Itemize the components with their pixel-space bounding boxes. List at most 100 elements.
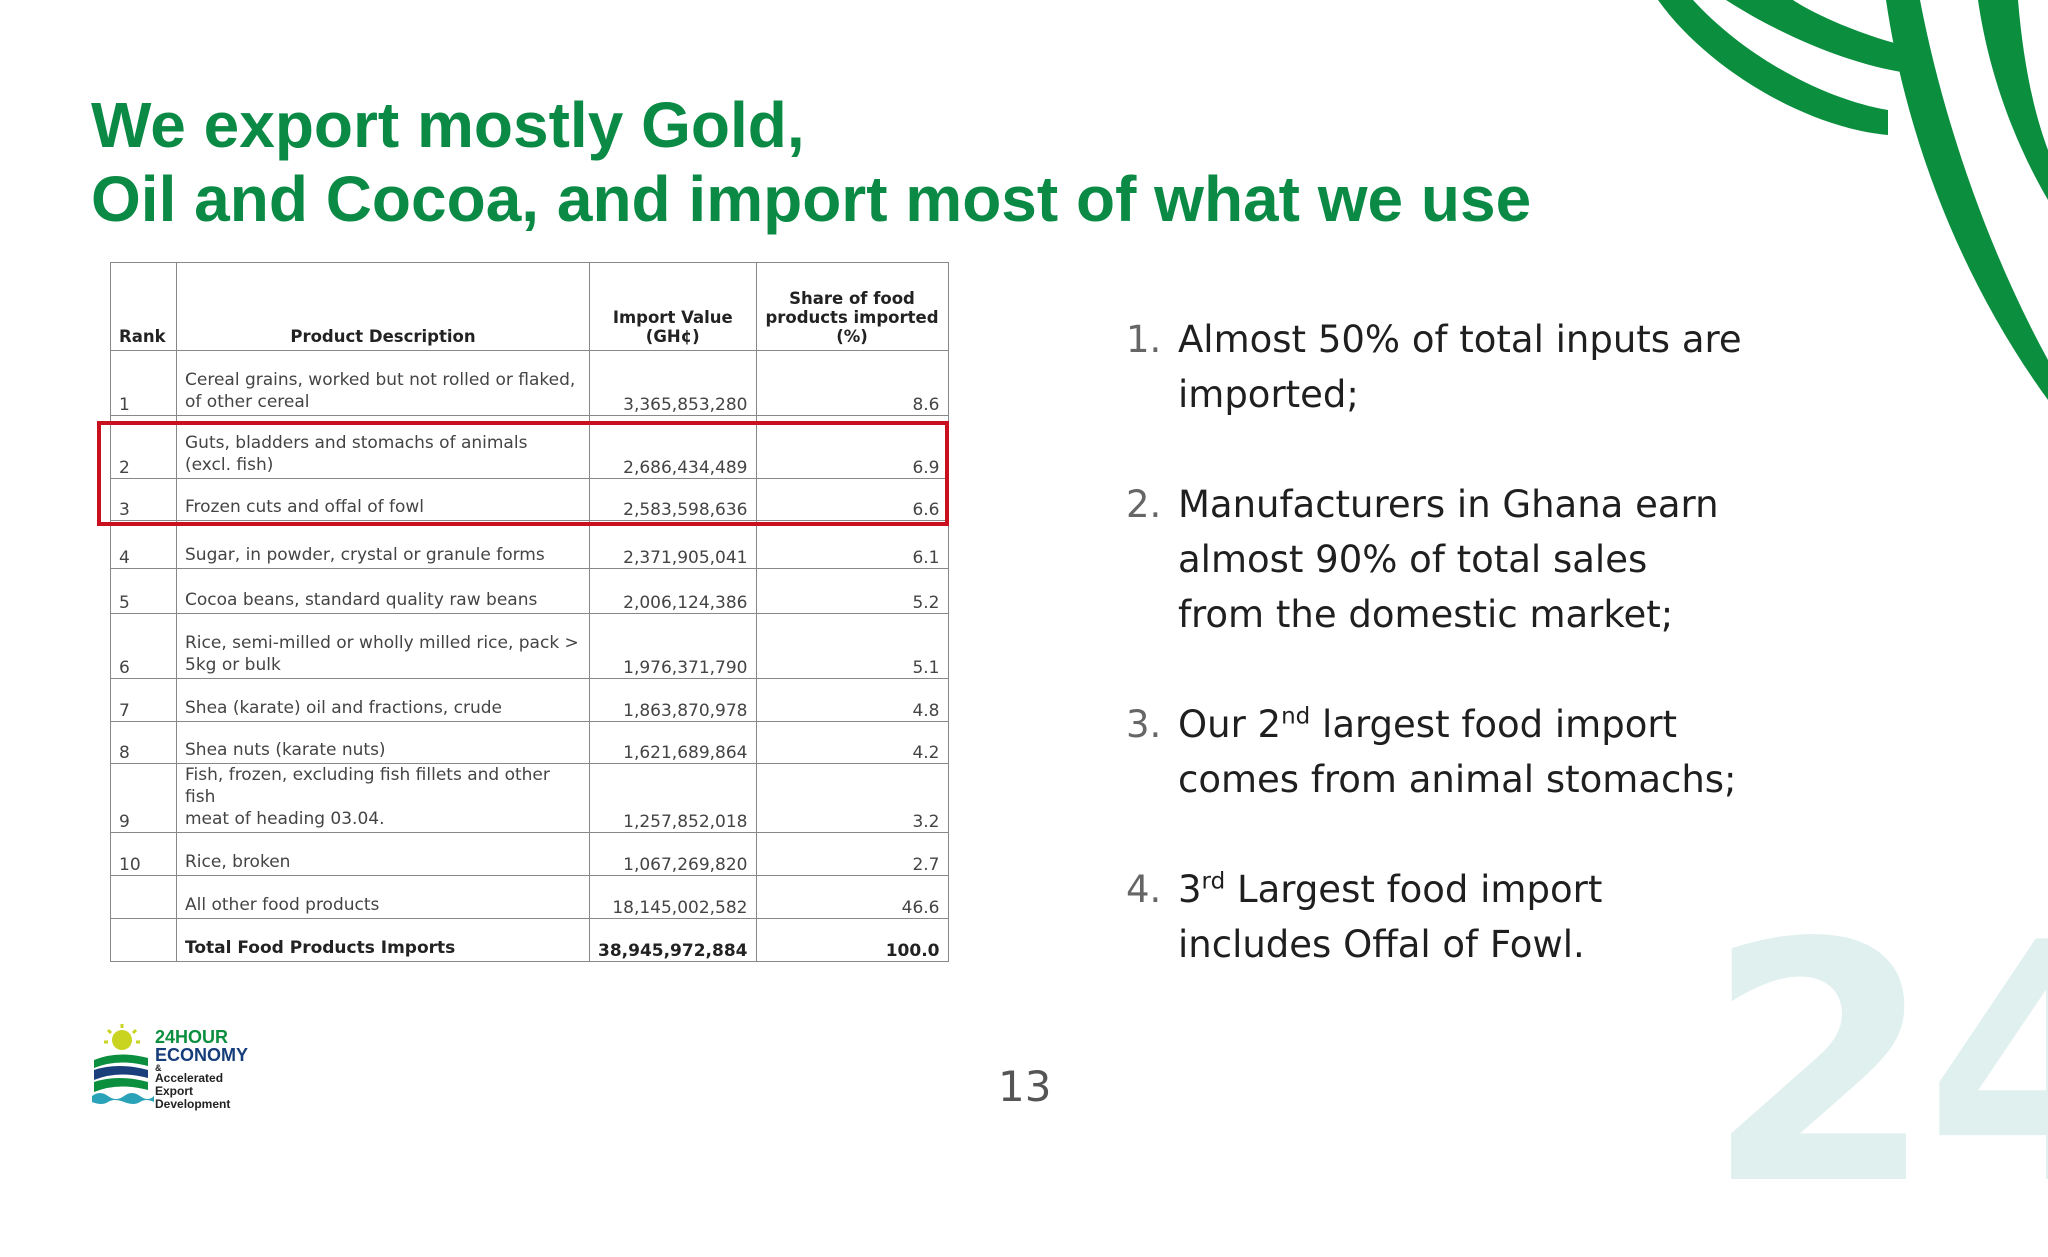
cell-product-description-line: Rice, semi-milled or wholly milled rice,… xyxy=(185,633,579,653)
header-import-value: Import Value (GH¢) xyxy=(589,262,757,351)
cell-import-value: 2,583,598,636 xyxy=(589,478,757,521)
header-share-line1: Share of food xyxy=(789,289,915,308)
cell-product-description-line: Fish, frozen, excluding fish fillets and… xyxy=(185,765,550,807)
table-row: 9 Fish, frozen, excluding fish fillets an… xyxy=(110,763,949,833)
page-title: We export mostly Gold, Oil and Cocoa, an… xyxy=(91,88,1531,236)
table-row: 8 Shea nuts (karate nuts) 1,621,689,864 4.2 xyxy=(110,721,949,764)
logo-line-3: & xyxy=(155,1063,162,1073)
cell-share: 2.7 xyxy=(755,832,949,876)
cell-share: 46.6 xyxy=(755,875,949,919)
food-imports-table: Rank Product Description Import Value (G… xyxy=(110,262,949,962)
cell-product-description-line: Shea (karate) oil and fractions, crude xyxy=(185,698,502,718)
cell-import-value: 1,067,269,820 xyxy=(589,832,757,876)
cell-product-description: All other food products xyxy=(176,875,590,919)
table-row: 3 Frozen cuts and offal of fowl 2,583,598,… xyxy=(110,478,949,521)
cell-import-value: 1,976,371,790 xyxy=(589,613,757,679)
cell-rank xyxy=(110,875,177,919)
cell-product-description: Rice, broken xyxy=(176,832,590,876)
cell-product-description-line: Cereal grains, worked but not rolled or … xyxy=(185,370,576,390)
cell-import-value: 2,006,124,386 xyxy=(589,568,757,614)
point-4-post: Largest food import xyxy=(1225,868,1603,911)
cell-product-description: Cereal grains, worked but not rolled or … xyxy=(176,350,590,416)
header-import-value-line1: Import Value xyxy=(612,308,733,327)
cell-share: 3.2 xyxy=(755,763,949,833)
cell-rank: 4 xyxy=(110,520,177,569)
cell-share: 4.8 xyxy=(755,678,949,722)
cell-share: 8.6 xyxy=(755,350,949,416)
cell-import-value: 18,145,002,582 xyxy=(589,875,757,919)
table-row: 5 Cocoa beans, standard quality raw beans… xyxy=(110,568,949,614)
point-3-line2: comes from animal stomachs; xyxy=(1178,758,1737,801)
cell-import-value: 1,621,689,864 xyxy=(589,721,757,764)
header-share-line2: products imported xyxy=(765,308,939,327)
point-1-line2: imported; xyxy=(1178,373,1359,416)
cell-rank: 5 xyxy=(110,568,177,614)
cell-product-description: Sugar, in powder, crystal or granule for… xyxy=(176,520,590,569)
cell-import-value: 1,257,852,018 xyxy=(589,763,757,833)
cell-import-value: 1,863,870,978 xyxy=(589,678,757,722)
cell-product-description-line: All other food products xyxy=(185,895,380,915)
header-share: Share of food products imported (%) xyxy=(755,262,949,351)
title-line-1: We export mostly Gold, xyxy=(91,89,805,161)
cell-import-value: 2,371,905,041 xyxy=(589,520,757,569)
cell-share: 100.0 xyxy=(755,918,949,962)
point-3: 3. Our 2nd largest food import comes fro… xyxy=(1126,697,1742,807)
table-row: 6 Rice, semi-milled or wholly milled rice… xyxy=(110,613,949,679)
cell-share: 4.2 xyxy=(755,721,949,764)
cell-product-description-line: Guts, bladders and stomachs of animals xyxy=(185,433,528,453)
cell-rank: 7 xyxy=(110,678,177,722)
point-3-sup: nd xyxy=(1281,703,1311,730)
point-4-sup: rd xyxy=(1201,868,1226,895)
cell-rank xyxy=(110,918,177,962)
point-1: 1. Almost 50% of total inputs are import… xyxy=(1126,312,1742,422)
cell-rank: 9 xyxy=(110,763,177,833)
cell-product-description-line: Rice, broken xyxy=(185,852,291,872)
point-2-number: 2. xyxy=(1126,483,1162,526)
cell-product-description-line: of other cereal xyxy=(185,392,310,412)
point-2-line3: from the domestic market; xyxy=(1178,593,1674,636)
watermark-24: 24 xyxy=(1705,873,2048,1257)
logo-line-6: Development xyxy=(155,1097,231,1111)
point-1-line1: Almost 50% of total inputs are xyxy=(1178,318,1742,361)
point-2-line2: almost 90% of total sales xyxy=(1178,538,1648,581)
cell-import-value: 3,365,853,280 xyxy=(589,350,757,416)
logo-line-1: 24HOUR xyxy=(155,1027,229,1047)
cell-rank: 1 xyxy=(110,350,177,416)
point-4-number: 4. xyxy=(1126,868,1162,911)
cell-share: 5.2 xyxy=(755,568,949,614)
cell-import-value: 38,945,972,884 xyxy=(589,918,757,962)
point-4-line2: includes Offal of Fowl. xyxy=(1178,923,1585,966)
point-4-pre: 3 xyxy=(1178,868,1202,911)
table-row: 1 Cereal grains, worked but not rolled or… xyxy=(110,350,949,416)
cell-product-description: Fish, frozen, excluding fish fillets and… xyxy=(176,763,590,833)
header-share-line3: (%) xyxy=(836,327,868,346)
table-row: All other food products 18,145,002,582 46.… xyxy=(110,875,949,919)
table-header-row: Rank Product Description Import Value (G… xyxy=(110,262,949,351)
cell-product-description-line: Sugar, in powder, crystal or granule for… xyxy=(185,545,545,565)
cell-product-description: Cocoa beans, standard quality raw beans xyxy=(176,568,590,614)
cell-product-description: Shea nuts (karate nuts) xyxy=(176,721,590,764)
table-row: Total Food Products Imports 38,945,972,88… xyxy=(110,918,949,962)
table-row: 4 Sugar, in powder, crystal or granule fo… xyxy=(110,520,949,569)
title-line-2: Oil and Cocoa, and import most of what w… xyxy=(91,163,1532,235)
cell-product-description: Rice, semi-milled or wholly milled rice,… xyxy=(176,613,590,679)
point-3-number: 3. xyxy=(1126,703,1162,746)
cell-product-description-line: meat of heading 03.04. xyxy=(185,809,385,829)
point-1-number: 1. xyxy=(1126,318,1162,361)
logo-line-4: Accelerated xyxy=(155,1071,224,1085)
highlight-box xyxy=(97,421,949,526)
point-3-pre: Our 2 xyxy=(1178,703,1282,746)
cell-product-description-line: (excl. fish) xyxy=(185,455,274,475)
24hour-economy-logo-icon xyxy=(92,1024,154,1104)
table-row: 7 Shea (karate) oil and fractions, crude 1… xyxy=(110,678,949,722)
point-3-post: largest food import xyxy=(1310,703,1678,746)
point-4: 4. 3rd Largest food import includes Offa… xyxy=(1126,862,1742,972)
logo-line-5: Export xyxy=(155,1084,194,1098)
page-number: 13 xyxy=(998,1062,1052,1111)
key-points-list: 1. Almost 50% of total inputs are import… xyxy=(1126,312,1742,972)
cell-share: 5.1 xyxy=(755,613,949,679)
cell-product-description: Frozen cuts and offal of fowl xyxy=(176,478,590,521)
cell-product-description-line: 5kg or bulk xyxy=(185,655,281,675)
cell-product-description-line: Cocoa beans, standard quality raw beans xyxy=(185,590,538,610)
cell-product-description-line: Total Food Products Imports xyxy=(185,938,456,958)
